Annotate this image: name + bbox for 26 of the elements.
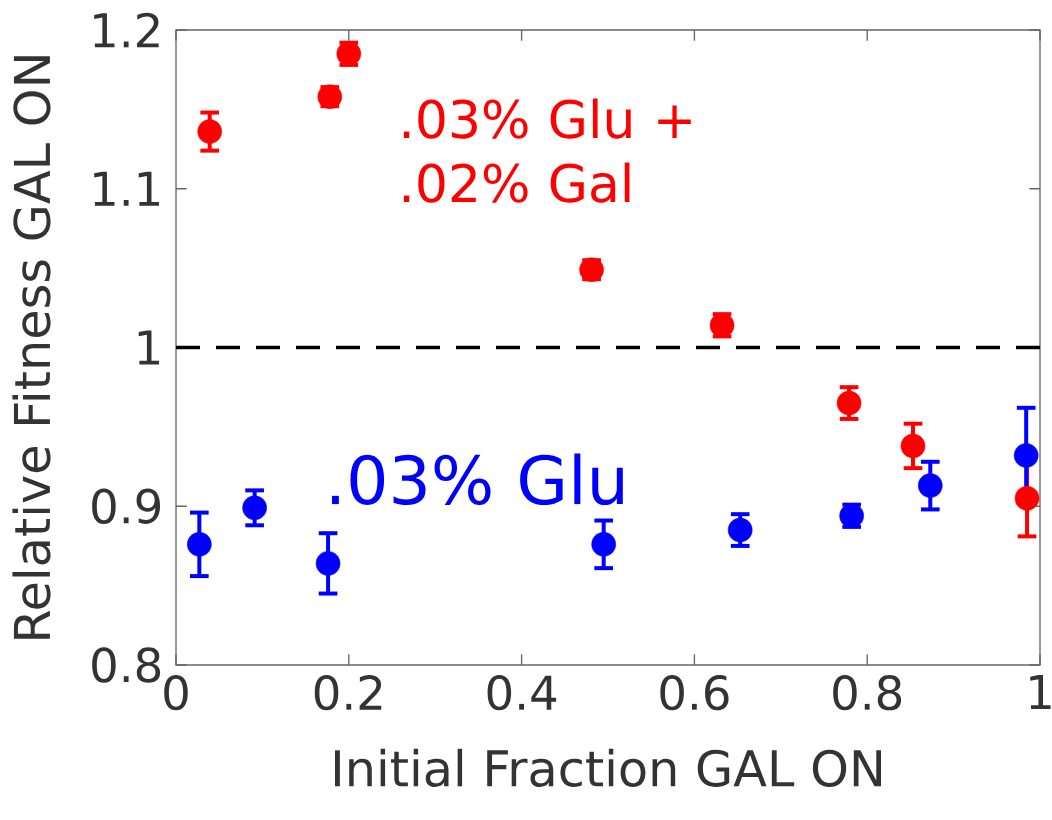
y-tick-label: 0.8 <box>92 647 161 683</box>
point <box>315 551 341 576</box>
point <box>900 433 926 459</box>
point <box>197 119 222 144</box>
point <box>727 517 753 543</box>
legend-label: .03% Glu + .02% Gal <box>403 98 691 203</box>
y-tick-label: 1.1 <box>94 171 159 206</box>
x-tick-label: 0.4 <box>487 675 557 711</box>
x-tick-label: 1 <box>1030 675 1051 710</box>
x-tick-label: 0.8 <box>833 675 902 711</box>
y-tick-label: 0.9 <box>92 488 161 524</box>
point <box>187 532 212 557</box>
point <box>1013 443 1039 468</box>
x-tick-label: 0.2 <box>314 675 382 711</box>
legend-label: .03% Glu <box>332 453 623 506</box>
x-tick-label: 0.6 <box>660 675 729 711</box>
y-tick-label: 1 <box>138 330 159 365</box>
point <box>591 532 616 557</box>
x-tick-label: 0 <box>164 675 188 711</box>
point <box>242 495 267 521</box>
y-axis-title: Relative Fitness GAL ON <box>12 56 51 639</box>
point <box>918 473 943 498</box>
x-axis-title: Initial Fraction GAL ON <box>335 748 882 787</box>
point <box>836 390 862 416</box>
y-tick-label: 1.2 <box>94 12 159 48</box>
point <box>1014 486 1040 511</box>
